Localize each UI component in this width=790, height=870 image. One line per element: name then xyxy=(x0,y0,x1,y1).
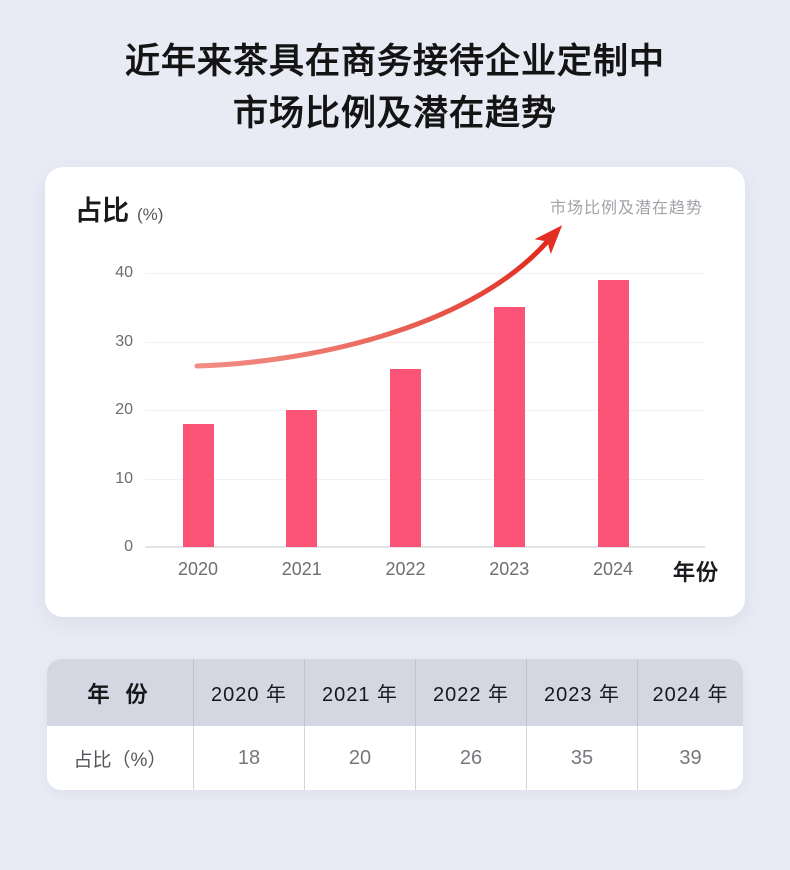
chart-legend: 市场比例及潜在趋势 xyxy=(549,200,703,217)
table-cell: 26 xyxy=(415,726,526,790)
y-tick-label: 20 xyxy=(115,401,133,418)
table-header-cell: 2024 年 xyxy=(637,659,743,726)
table-cell: 35 xyxy=(526,726,637,790)
gridline xyxy=(145,410,705,411)
table-cell: 20 xyxy=(304,726,415,790)
bar xyxy=(286,410,318,547)
table-row: 占比（%） 18 20 26 35 39 xyxy=(47,726,743,790)
x-tick-label: 2024 xyxy=(592,559,634,579)
data-table: 年 份 2020 年 2021 年 2022 年 2023 年 2024 年 占… xyxy=(47,659,743,790)
chart-card: 占比 (%) 市场比例及潜在趋势 0 10 20 30 40 2020 2021 2022 20… xyxy=(45,167,745,617)
x-tick-label: 2022 xyxy=(385,559,426,579)
y-tick-label: 30 xyxy=(115,332,133,350)
table-header-cell: 2020 年 xyxy=(193,659,304,726)
y-tick-label: 40 xyxy=(115,264,133,281)
y-tick-label: 10 xyxy=(115,469,133,487)
page-title-line1: 近年来茶具在商务接待企业定制中 xyxy=(124,42,665,81)
table-cell: 39 xyxy=(637,726,743,790)
table-cell: 18 xyxy=(193,726,304,790)
chart-y-axis-header: 占比 (%) xyxy=(75,189,163,228)
x-tick-label: 2021 xyxy=(281,559,322,579)
gridline xyxy=(145,273,705,274)
table-header-cell: 2022 年 xyxy=(415,659,526,726)
table-header-cell: 年 份 xyxy=(87,681,153,707)
y-tick-label: 0 xyxy=(124,538,133,555)
x-tick-label: 2020 xyxy=(177,559,219,579)
gridline xyxy=(145,478,705,480)
x-tick-label: 2023 xyxy=(489,559,530,579)
y-axis-title: 占比 xyxy=(75,196,129,226)
page-title-line2: 市场比例及潜在趋势 xyxy=(232,94,557,133)
table-header-row: 年 份 2020 年 2021 年 2022 年 2023 年 2024 年 xyxy=(47,659,743,726)
table-header-cell: 2021 年 xyxy=(304,659,415,726)
table-header-cell: 2023 年 xyxy=(526,659,637,726)
bar xyxy=(182,423,214,547)
table-row-label: 占比（%） xyxy=(73,749,167,771)
page-title: 近年来茶具在商务接待企业定制中 市场比例及潜在趋势 xyxy=(0,36,790,140)
bar xyxy=(493,307,525,547)
x-axis-line xyxy=(145,546,705,548)
bar xyxy=(390,368,421,547)
y-axis-unit: (%) xyxy=(137,205,164,224)
x-axis-title: 年份 xyxy=(673,560,720,585)
bar xyxy=(597,279,629,547)
bar-chart-plot: 0 10 20 30 40 2020 2021 2022 2023 2024 xyxy=(45,167,745,617)
